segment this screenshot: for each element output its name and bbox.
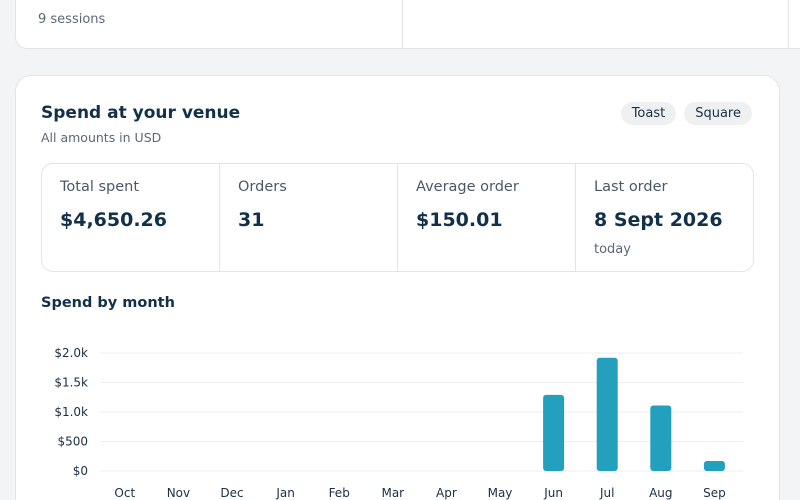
y-tick-label: $1.5k [54, 376, 88, 390]
x-tick-label: Dec [220, 486, 243, 500]
bar-jul [596, 357, 618, 471]
stat-value: 8 Sept 2026 [594, 209, 723, 231]
stat-label: Orders [238, 179, 287, 195]
pos-source-chips: Toast Square [620, 102, 752, 125]
chip-toast[interactable]: Toast [620, 102, 677, 125]
y-tick-label: $0 [73, 464, 88, 478]
stat-last-order: Last order 8 Sept 2026 today [576, 164, 753, 271]
x-tick-label: May [488, 486, 513, 500]
x-tick-label: Apr [436, 486, 457, 500]
stat-label: Total spent [60, 179, 140, 195]
stat-total-spent: Total spent $4,650.26 [42, 164, 220, 271]
y-tick-label: $1.0k [54, 405, 88, 419]
x-tick-label: Jan [275, 486, 295, 500]
card-subtitle: All amounts in USD [41, 130, 162, 145]
stats-panel: Total spent $4,650.26 Orders 31 Average … [41, 163, 754, 272]
x-tick-label: Oct [114, 486, 135, 500]
x-tick-label: Mar [381, 486, 404, 500]
x-tick-label: Jun [543, 486, 563, 500]
card-title: Spend at your venue [41, 103, 241, 123]
chip-square[interactable]: Square [684, 102, 752, 125]
bar-jun [543, 394, 565, 471]
stat-average-order: Average order $150.01 [398, 164, 576, 271]
stat-value: $4,650.26 [60, 209, 167, 231]
card-divider [788, 0, 789, 48]
y-tick-label: $500 [57, 435, 88, 449]
bar-sep [703, 460, 725, 471]
chart-title: Spend by month [41, 295, 175, 311]
x-tick-label: Jul [599, 486, 614, 500]
stat-orders: Orders 31 [220, 164, 398, 271]
y-tick-label: $2.0k [54, 346, 88, 360]
x-tick-label: Aug [649, 486, 672, 500]
x-tick-label: Sep [703, 486, 726, 500]
stat-note: today [594, 242, 631, 257]
stat-value: 31 [238, 209, 265, 231]
x-tick-label: Nov [167, 486, 190, 500]
bar-aug [650, 405, 672, 471]
stat-label: Last order [594, 179, 668, 195]
x-tick-label: Feb [329, 486, 350, 500]
card-divider [402, 0, 403, 48]
stat-label: Average order [416, 179, 519, 195]
previous-summary-card: 9 sessions [15, 0, 800, 49]
sessions-count: 9 sessions [38, 12, 106, 27]
stat-value: $150.01 [416, 209, 503, 231]
